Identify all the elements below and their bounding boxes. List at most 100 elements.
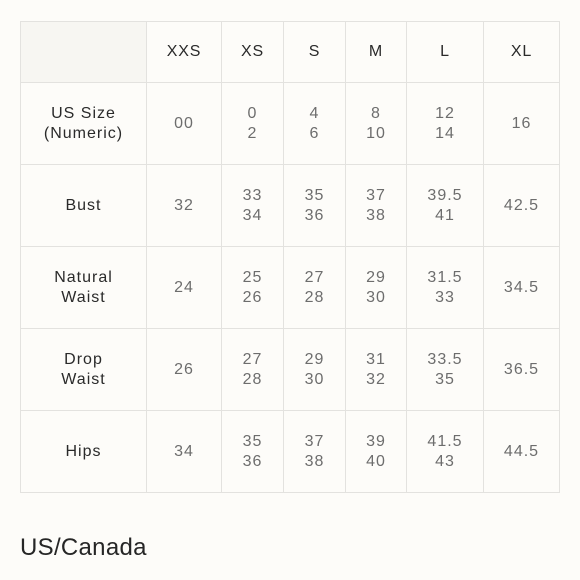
cell-value: 32 [174, 196, 194, 214]
header-corner-cell [20, 21, 147, 83]
header-row: XXS XS S M L XL [20, 21, 560, 83]
cell-value: 29 [304, 350, 325, 368]
table-cell: 34 [146, 410, 222, 493]
table-cell: 27 28 [221, 328, 284, 411]
cell-value: 00 [174, 114, 194, 132]
cell-value: 39 [366, 432, 386, 450]
cell-value: 37 [304, 432, 325, 450]
size-header-m: M [345, 21, 407, 83]
table-cell: 41.5 43 [406, 410, 484, 493]
size-header-xxs: XXS [146, 21, 222, 83]
table-row: Hips 34 35 36 37 38 39 40 41.5 43 44.5 [20, 410, 560, 493]
table-cell: 34.5 [483, 246, 560, 329]
table-cell: 35 36 [283, 164, 346, 247]
row-label-line: Bust [65, 196, 102, 214]
table-row: Natural Waist 24 25 26 27 28 29 30 31.5 33 34.5 [20, 246, 560, 329]
cell-value: 31 [366, 350, 386, 368]
cell-value: 30 [304, 370, 325, 388]
cell-value: 30 [366, 288, 386, 306]
row-label-line: Drop [64, 350, 103, 368]
cell-value: 42.5 [503, 196, 540, 214]
cell-value: 4 [309, 104, 320, 122]
size-chart-table: XXS XS S M L XL US Size (Numeric) 00 0 2 4 6 8 1… [20, 21, 560, 493]
row-label-line: (Numeric) [43, 124, 124, 142]
row-label-line: Waist [61, 370, 106, 388]
size-header-s: S [283, 21, 346, 83]
cell-value: 35 [242, 432, 263, 450]
cell-value: 28 [242, 370, 263, 388]
table-cell: 32 [146, 164, 222, 247]
table-cell: 37 38 [283, 410, 346, 493]
cell-value: 27 [304, 268, 325, 286]
cell-value: 24 [174, 278, 194, 296]
table-cell: 31.5 33 [406, 246, 484, 329]
table-row: US Size (Numeric) 00 0 2 4 6 8 10 12 14 16 [20, 82, 560, 165]
cell-value: 14 [435, 124, 455, 142]
cell-value: 36.5 [503, 360, 540, 378]
table-cell: 12 14 [406, 82, 484, 165]
cell-value: 0 [247, 104, 258, 122]
cell-value: 34 [174, 442, 194, 460]
table-cell: 29 30 [283, 328, 346, 411]
cell-value: 31.5 [427, 268, 463, 286]
table-row: Bust 32 33 34 35 36 37 38 39.5 41 42.5 [20, 164, 560, 247]
table-cell: 31 32 [345, 328, 407, 411]
table-row: Drop Waist 26 27 28 29 30 31 32 33.5 35 36.5 [20, 328, 560, 411]
row-label-line: Waist [61, 288, 106, 306]
cell-value: 41 [435, 206, 455, 224]
table-cell: 00 [146, 82, 222, 165]
cell-value: 27 [242, 350, 263, 368]
size-header-xs: XS [221, 21, 284, 83]
cell-value: 41.5 [427, 432, 463, 450]
cell-value: 34 [242, 206, 263, 224]
cell-value: 39.5 [427, 186, 463, 204]
table-cell: 26 [146, 328, 222, 411]
region-caption: US/Canada [20, 534, 147, 561]
cell-value: 12 [435, 104, 455, 122]
row-label-us-size-numeric: US Size (Numeric) [20, 82, 147, 165]
cell-value: 38 [304, 452, 325, 470]
cell-value: 10 [366, 124, 386, 142]
cell-value: 29 [366, 268, 386, 286]
cell-value: 33 [435, 288, 455, 306]
cell-value: 2 [247, 124, 258, 142]
cell-value: 33 [242, 186, 263, 204]
table-cell: 29 30 [345, 246, 407, 329]
table-cell: 24 [146, 246, 222, 329]
cell-value: 37 [366, 186, 386, 204]
cell-value: 40 [366, 452, 386, 470]
cell-value: 35 [304, 186, 325, 204]
cell-value: 26 [242, 288, 263, 306]
cell-value: 35 [435, 370, 455, 388]
size-header-xl: XL [483, 21, 560, 83]
table-cell: 33.5 35 [406, 328, 484, 411]
cell-value: 34.5 [503, 278, 540, 296]
table-cell: 27 28 [283, 246, 346, 329]
row-label-hips: Hips [20, 410, 147, 493]
cell-value: 8 [371, 104, 381, 122]
row-label-line: Natural [54, 268, 113, 286]
table-cell: 37 38 [345, 164, 407, 247]
cell-value: 32 [366, 370, 386, 388]
cell-value: 33.5 [427, 350, 463, 368]
table-cell: 39.5 41 [406, 164, 484, 247]
table-cell: 35 36 [221, 410, 284, 493]
cell-value: 44.5 [503, 442, 540, 460]
table-cell: 25 26 [221, 246, 284, 329]
table-cell: 44.5 [483, 410, 560, 493]
cell-value: 6 [309, 124, 320, 142]
cell-value: 28 [304, 288, 325, 306]
table-cell: 33 34 [221, 164, 284, 247]
table-cell: 8 10 [345, 82, 407, 165]
cell-value: 26 [174, 360, 194, 378]
row-label-line: US Size [51, 104, 116, 122]
row-label-drop-waist: Drop Waist [20, 328, 147, 411]
cell-value: 36 [304, 206, 325, 224]
table-cell: 42.5 [483, 164, 560, 247]
table-cell: 39 40 [345, 410, 407, 493]
table-body: US Size (Numeric) 00 0 2 4 6 8 10 12 14 16 Bust 32 33 3… [20, 82, 560, 493]
table-cell: 16 [483, 82, 560, 165]
